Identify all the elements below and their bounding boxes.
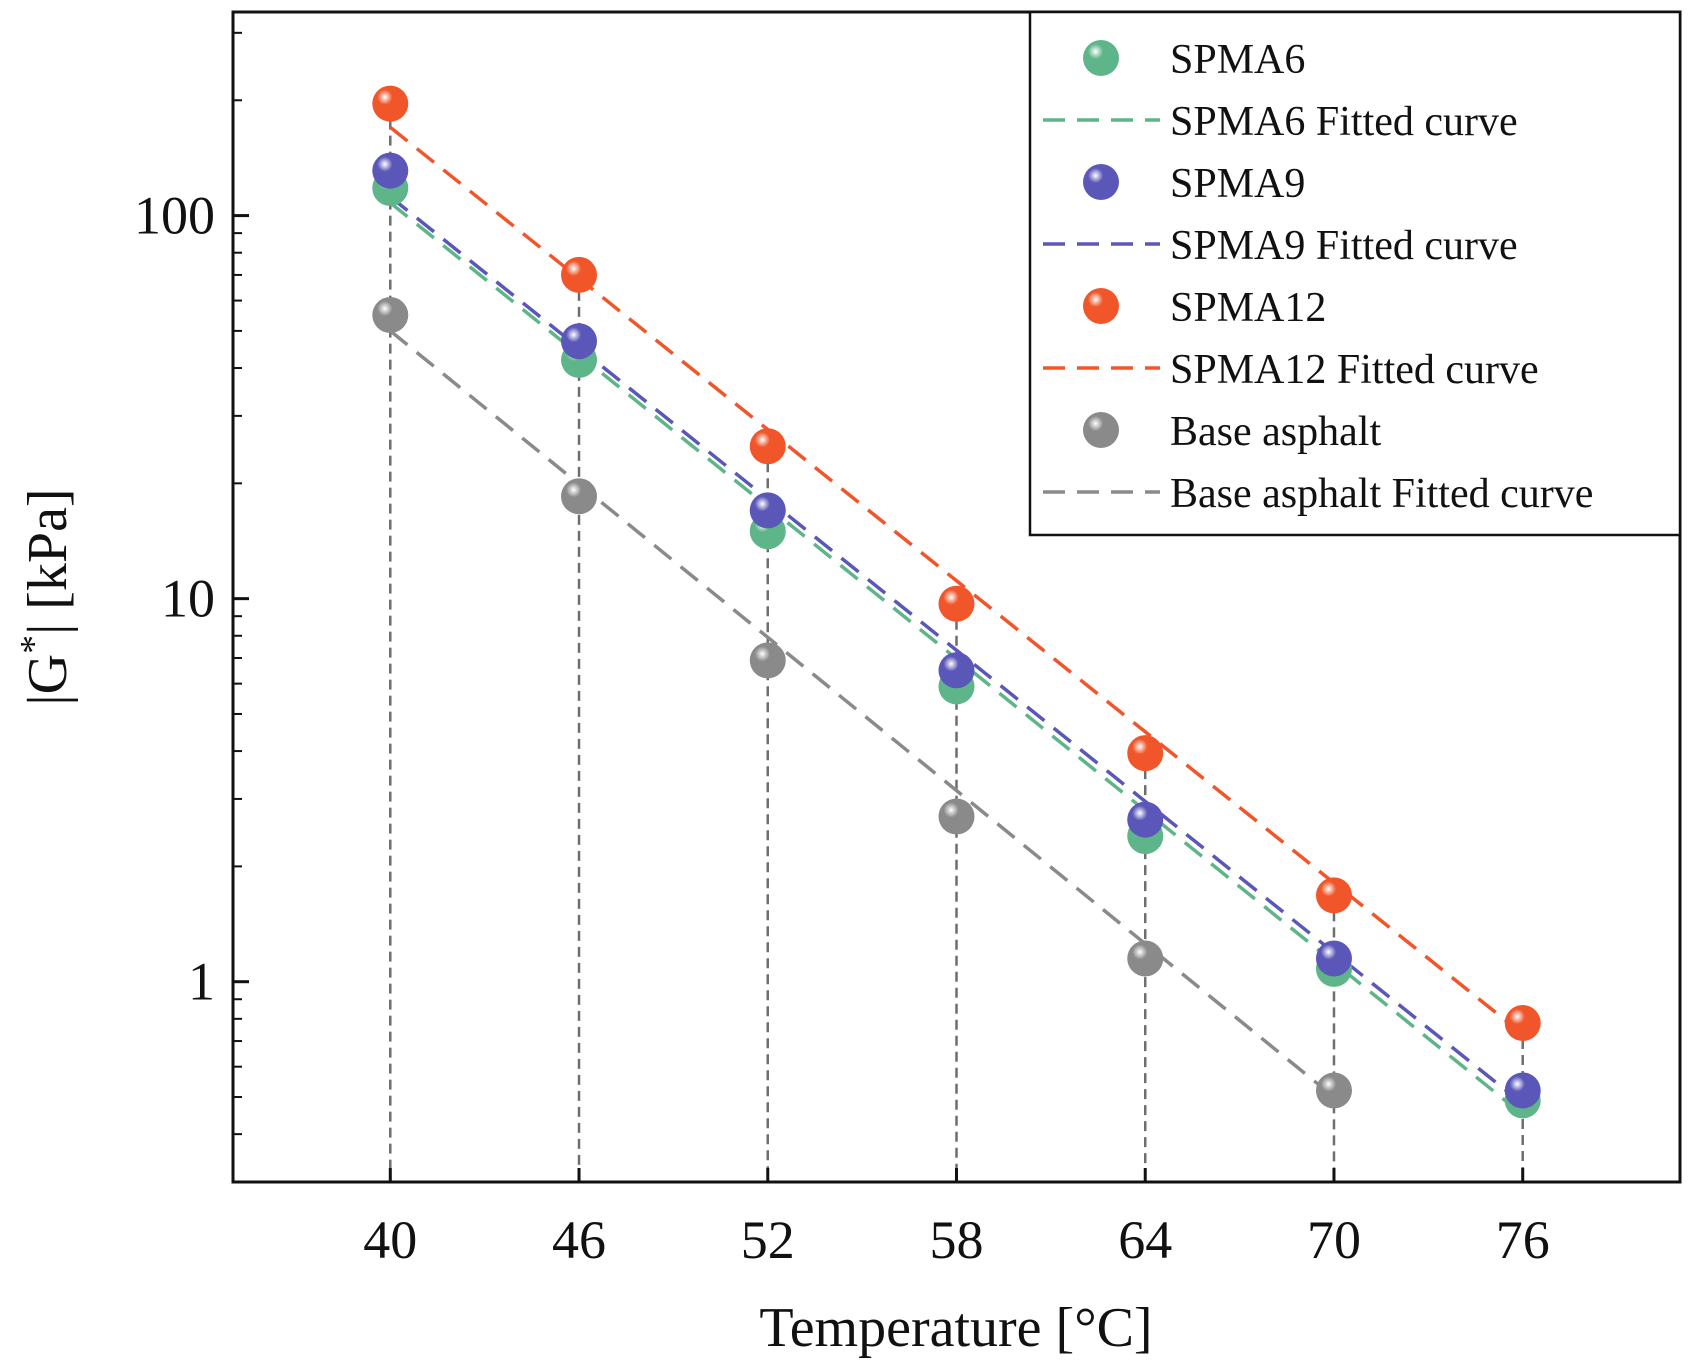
point-spma12-58 xyxy=(938,585,975,622)
legend-label-spma6: SPMA6 xyxy=(1170,37,1305,83)
y-axis-title-sup: * xyxy=(13,635,55,654)
y-axis-ticks: 1 10 100 xyxy=(134,31,249,1183)
legend-marker-spma12 xyxy=(1083,288,1119,324)
point-base-asphalt-40 xyxy=(372,297,409,334)
point-spma12-52 xyxy=(749,428,786,465)
point-spma9-40 xyxy=(372,152,409,189)
x-axis-title: Temperature [°C] xyxy=(759,1297,1152,1359)
legend-fit-label-spma12: SPMA12 Fitted curve xyxy=(1170,347,1539,393)
y-axis-title-prefix: |G xyxy=(17,654,79,706)
y-tick-label-10: 10 xyxy=(161,569,215,629)
point-spma9-52 xyxy=(749,492,786,529)
point-spma9-76 xyxy=(1504,1072,1541,1109)
point-spma9-46 xyxy=(561,323,598,360)
point-base-asphalt-46 xyxy=(561,478,598,515)
point-spma9-64 xyxy=(1127,801,1164,838)
legend-marker-spma6 xyxy=(1083,40,1119,76)
legend: SPMA6 SPMA6 Fitted curve SPMA9 SPMA9 Fitted… xyxy=(1028,10,1682,537)
x-tick-label-76: 76 xyxy=(1496,1210,1550,1270)
y-tick-label-1: 1 xyxy=(188,952,215,1012)
point-spma12-40 xyxy=(372,85,409,122)
point-spma9-58 xyxy=(938,652,975,689)
x-tick-label-52: 52 xyxy=(741,1210,795,1270)
legend-marker-spma9 xyxy=(1083,164,1119,200)
point-spma9-70 xyxy=(1315,940,1352,977)
x-tick-label-70: 70 xyxy=(1307,1210,1361,1270)
point-spma12-76 xyxy=(1504,1005,1541,1042)
x-tick-label-58: 58 xyxy=(930,1210,984,1270)
y-tick-label-100: 100 xyxy=(134,186,215,246)
point-base-asphalt-64 xyxy=(1127,940,1164,977)
data-points xyxy=(372,85,1541,1119)
point-base-asphalt-52 xyxy=(749,642,786,679)
point-base-asphalt-58 xyxy=(938,798,975,835)
point-spma12-46 xyxy=(561,256,598,293)
y-axis-title-suffix: | [kPa] xyxy=(17,488,79,635)
x-axis-ticks: 40 46 52 58 64 70 76 xyxy=(363,1168,1550,1270)
x-tick-label-64: 64 xyxy=(1118,1210,1172,1270)
x-tick-label-40: 40 xyxy=(363,1210,417,1270)
legend-fit-label-spma9: SPMA9 Fitted curve xyxy=(1170,223,1518,269)
legend-label-base-asphalt: Base asphalt xyxy=(1170,409,1381,455)
point-base-asphalt-70 xyxy=(1315,1072,1352,1109)
legend-label-spma12: SPMA12 xyxy=(1170,285,1326,331)
x-tick-label-46: 46 xyxy=(552,1210,606,1270)
point-spma12-64 xyxy=(1127,735,1164,772)
point-spma12-70 xyxy=(1315,877,1352,914)
legend-fit-label-spma6: SPMA6 Fitted curve xyxy=(1170,99,1518,145)
legend-fit-label-base-asphalt: Base asphalt Fitted curve xyxy=(1170,471,1593,517)
y-axis-title: |G*| [kPa] xyxy=(13,488,79,705)
legend-label-spma9: SPMA9 xyxy=(1170,161,1305,207)
legend-box xyxy=(1028,10,1682,537)
legend-marker-base-asphalt xyxy=(1083,412,1119,448)
